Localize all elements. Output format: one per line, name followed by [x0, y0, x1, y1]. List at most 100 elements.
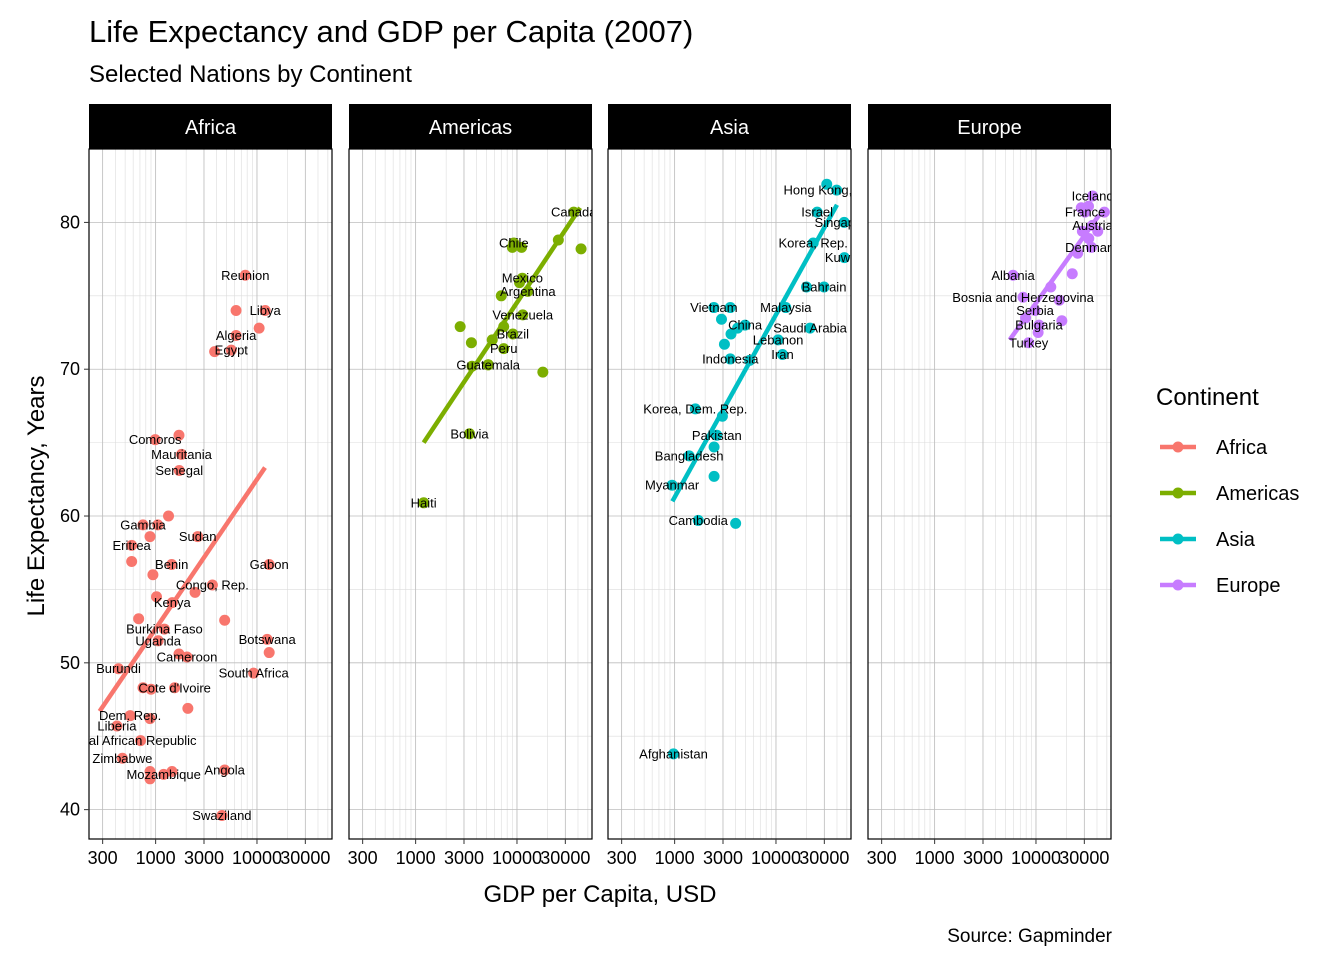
legend-entry-label: Americas — [1216, 483, 1299, 505]
data-point — [498, 343, 510, 355]
legend-key-point — [1172, 533, 1184, 545]
data-point — [800, 281, 812, 293]
point-label: Denmark — [1065, 240, 1118, 255]
data-point — [166, 558, 178, 570]
data-point — [230, 304, 242, 316]
data-point — [482, 359, 494, 371]
data-point — [811, 206, 823, 218]
x-tick-label: 3000 — [963, 848, 1003, 868]
x-tick-label: 30000 — [540, 848, 590, 868]
data-point — [181, 651, 193, 663]
x-tick-label: 10000 — [232, 848, 282, 868]
data-point — [730, 517, 742, 529]
legend-key-point — [1172, 441, 1184, 453]
point-label: Guatemala — [456, 357, 520, 372]
facet-strip-label: Americas — [429, 117, 512, 139]
trend-line — [1007, 213, 1101, 342]
gridlines — [349, 148, 592, 839]
point-label: Algeria — [216, 328, 257, 343]
facet-strip — [608, 104, 851, 149]
point-label: Hong Kong, China — [784, 183, 891, 198]
data-point — [463, 428, 475, 440]
data-point — [1007, 269, 1019, 281]
point-label: Albania — [991, 268, 1035, 283]
data-point — [219, 614, 231, 626]
data-point — [1075, 202, 1087, 214]
point-label: Libya — [250, 303, 282, 318]
data-point — [209, 346, 221, 358]
point-label: Dem. Rep. — [99, 708, 161, 723]
chart-subtitle: Selected Nations by Continent — [89, 61, 412, 88]
point-label: Uganda — [135, 633, 181, 648]
data-point — [263, 647, 275, 659]
data-point — [1023, 337, 1035, 349]
point-label: Senegal — [155, 463, 203, 478]
data-point — [818, 281, 830, 293]
data-point — [711, 429, 723, 441]
data-point — [715, 313, 727, 325]
point-label: Iran — [771, 347, 793, 362]
y-axis-title: Life Expectancy, Years — [23, 375, 50, 616]
legend-entry-label: Africa — [1216, 437, 1268, 459]
facet-strip — [89, 104, 332, 149]
x-tick-label: 10000 — [492, 848, 542, 868]
point-label: Kenya — [154, 595, 192, 610]
point-label: Bulgaria — [1015, 318, 1063, 333]
point-label: Bahrain — [802, 280, 847, 295]
facet-strip-label: Europe — [957, 117, 1022, 139]
data-point — [1098, 206, 1110, 218]
data-point — [725, 328, 737, 340]
point-label: Chile — [499, 235, 529, 250]
data-point — [225, 344, 237, 356]
data-point — [259, 304, 271, 316]
x-tick-label: 3000 — [184, 848, 224, 868]
data-point — [1017, 291, 1029, 303]
legend-entry-label: Europe — [1216, 575, 1281, 597]
data-point — [135, 735, 147, 747]
x-tick-label: 3000 — [703, 848, 743, 868]
point-label: Comoros — [129, 432, 182, 447]
data-point — [724, 353, 736, 365]
data-point — [169, 682, 181, 694]
point-label: Haiti — [411, 495, 437, 510]
facet-strip-label: Asia — [710, 117, 750, 139]
data-point — [192, 531, 204, 543]
point-label: Cameroon — [157, 649, 218, 664]
panel-border — [867, 148, 1112, 840]
facet-strip — [349, 104, 592, 149]
point-label: Korea, Rep. — [779, 235, 848, 250]
data-point — [454, 321, 466, 333]
x-tick-label: 300 — [348, 848, 378, 868]
data-point — [239, 269, 251, 281]
facet-strip — [868, 104, 1111, 149]
point-label: Peru — [490, 341, 517, 356]
y-tick-label: 60 — [60, 506, 80, 526]
chart-title: Life Expectancy and GDP per Capita (2007… — [89, 14, 693, 49]
point-label: Mexico — [502, 271, 543, 286]
data-point — [137, 682, 149, 694]
point-label: Gambia — [120, 517, 166, 532]
point-label: ral African Republic — [85, 733, 197, 748]
data-point — [151, 591, 163, 603]
panel-background — [608, 149, 851, 839]
point-label: Mozambique — [126, 767, 200, 782]
data-point — [1066, 268, 1078, 280]
data-point — [804, 322, 816, 334]
point-label: China — [728, 318, 763, 333]
x-tick-label: 300 — [88, 848, 118, 868]
point-label: Saudi Arabia — [773, 321, 847, 336]
legend-key-point — [1172, 579, 1184, 591]
point-label: Congo, Rep. — [176, 578, 249, 593]
point-label: Brazil — [497, 326, 530, 341]
data-point — [111, 720, 123, 732]
data-point — [206, 579, 218, 591]
x-tick-label: 10000 — [751, 848, 801, 868]
point-label: Iceland — [1072, 188, 1114, 203]
x-tick-label: 10000 — [1011, 848, 1061, 868]
x-tick-label: 1000 — [655, 848, 695, 868]
point-label: Argentina — [500, 284, 556, 299]
